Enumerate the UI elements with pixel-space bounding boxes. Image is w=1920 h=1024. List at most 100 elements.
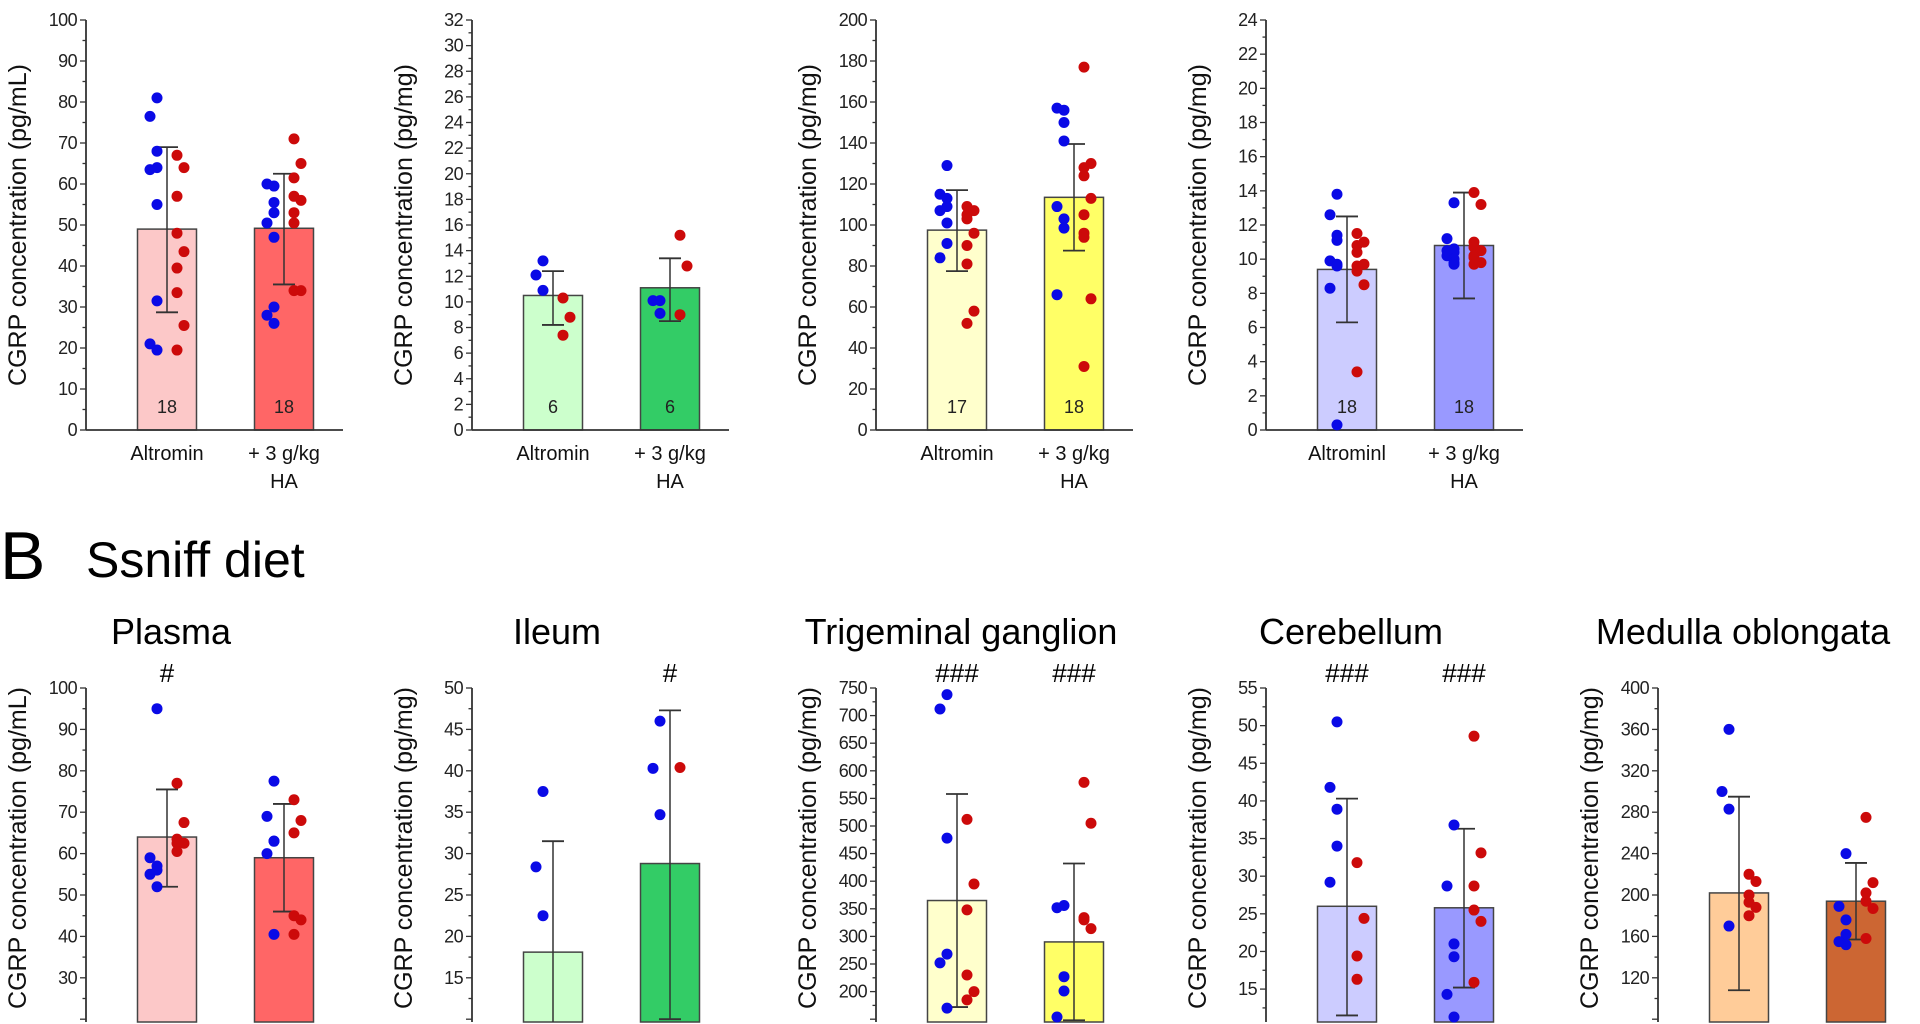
y-tick-label: 55 (1238, 678, 1257, 698)
data-point-blue (654, 715, 666, 727)
y-tick-label: 16 (1238, 147, 1257, 167)
data-point-red (1358, 912, 1370, 924)
data-point-blue (1448, 938, 1460, 950)
y-tick-label: 650 (839, 733, 868, 753)
x-category-label: + 3 g/kg (1038, 443, 1110, 465)
y-tick-label: 70 (58, 802, 77, 822)
data-point-blue (1840, 939, 1852, 951)
y-tick-label: 50 (58, 215, 77, 235)
data-point-blue (268, 231, 280, 243)
data-point-red (295, 814, 307, 826)
y-tick-label: 40 (1238, 791, 1257, 811)
x-category-label: HA (1060, 471, 1088, 493)
data-point-red (1750, 876, 1762, 888)
y-tick-label: 60 (848, 297, 867, 317)
data-point-blue (941, 217, 953, 229)
data-point-blue (1051, 1011, 1063, 1023)
data-point-blue (151, 703, 163, 715)
data-point-blue (1448, 819, 1460, 831)
data-point-red (1743, 868, 1755, 880)
y-axis-label: CGRP concentration (pg/mg) (1576, 687, 1604, 1009)
y-tick-label: 35 (1238, 829, 1257, 849)
y-axis-label: CGRP concentration (pg/mg) (1184, 64, 1212, 386)
data-point-blue (268, 835, 280, 847)
data-point-red (961, 240, 973, 251)
data-point-blue (1441, 233, 1453, 245)
data-point-blue (1833, 900, 1845, 912)
chart-panel: 15 20 25 30 35 40 45 50 55 CGRP concentration (pg… (1184, 658, 1495, 1023)
y-tick-label: 160 (839, 92, 868, 112)
y-tick-label: 35 (444, 802, 463, 822)
data-point-blue (1058, 117, 1070, 128)
data-point-blue (1051, 902, 1063, 914)
y-tick-label: 140 (839, 133, 868, 153)
data-point-blue (1331, 840, 1343, 852)
data-point-red (1078, 209, 1090, 221)
data-point-red (1351, 973, 1363, 985)
data-point-blue (1058, 222, 1070, 234)
y-tick-label: 18 (444, 189, 463, 209)
y-tick-label: 120 (1621, 968, 1650, 988)
y-tick-label: 0 (454, 420, 464, 440)
y-tick-label: 0 (1248, 420, 1258, 440)
data-point-blue (144, 164, 156, 176)
n-label: 18 (274, 397, 294, 417)
data-point-red (288, 794, 300, 806)
y-tick-label: 80 (848, 256, 867, 276)
y-tick-label: 50 (58, 885, 77, 905)
data-point-red (171, 149, 183, 161)
n-label: 18 (1337, 397, 1357, 417)
y-tick-label: 90 (58, 719, 77, 739)
data-point-blue (647, 295, 659, 307)
data-point-blue (261, 309, 273, 321)
data-point-red (178, 319, 190, 331)
data-point-red (1351, 246, 1363, 258)
y-tick-label: 6 (454, 343, 464, 363)
data-point-blue (1058, 985, 1070, 997)
y-tick-label: 4 (1248, 352, 1258, 372)
data-point-red (1743, 910, 1755, 922)
y-tick-label: 450 (839, 844, 868, 864)
data-point-red (171, 287, 183, 299)
data-point-blue (151, 92, 163, 104)
chart-panel: 30 40 50 60 70 80 90 100 CGRP concentration (pg/… (4, 658, 315, 1023)
data-point-red (557, 329, 569, 341)
y-tick-label: 30 (1238, 866, 1257, 886)
data-point-red (288, 207, 300, 219)
data-point-blue (941, 832, 953, 844)
y-tick-label: 240 (1621, 844, 1650, 864)
y-tick-label: 22 (1238, 44, 1257, 64)
data-point-red (1468, 258, 1480, 270)
y-tick-label: 18 (1238, 113, 1257, 133)
data-point-red (1860, 887, 1872, 899)
panel-title: Trigeminal ganglion (804, 611, 1118, 652)
y-tick-label: 90 (58, 51, 77, 71)
y-tick-label: 30 (444, 36, 463, 56)
data-point-blue (268, 775, 280, 787)
data-point-blue (1448, 197, 1460, 209)
data-point-blue (261, 178, 273, 190)
data-point-blue (1051, 201, 1063, 213)
y-tick-label: 45 (1238, 753, 1257, 773)
significance-mark: ### (935, 658, 979, 688)
y-tick-label: 10 (444, 292, 463, 312)
y-tick-label: 200 (839, 10, 868, 30)
y-axis-label: CGRP concentration (pg/mg) (794, 64, 822, 386)
y-tick-label: 22 (444, 138, 463, 158)
y-tick-label: 15 (444, 968, 463, 988)
y-tick-label: 30 (58, 968, 77, 988)
data-point-red (1358, 279, 1370, 291)
y-tick-label: 30 (444, 844, 463, 864)
n-label: 17 (947, 397, 967, 417)
y-tick-label: 14 (1238, 181, 1257, 201)
x-category-label: HA (656, 471, 684, 493)
y-axis-label: CGRP concentration (pg/mg) (1184, 687, 1212, 1009)
chart-panel: 0 20 40 60 80 100 120 140 160 180 200 CGRP concentr… (794, 10, 1133, 493)
data-point-red (171, 190, 183, 202)
y-axis-label: CGRP concentration (pg/mg) (390, 687, 418, 1009)
y-tick-label: 600 (839, 761, 868, 781)
data-point-red (1860, 811, 1872, 823)
data-point-blue (537, 910, 549, 922)
